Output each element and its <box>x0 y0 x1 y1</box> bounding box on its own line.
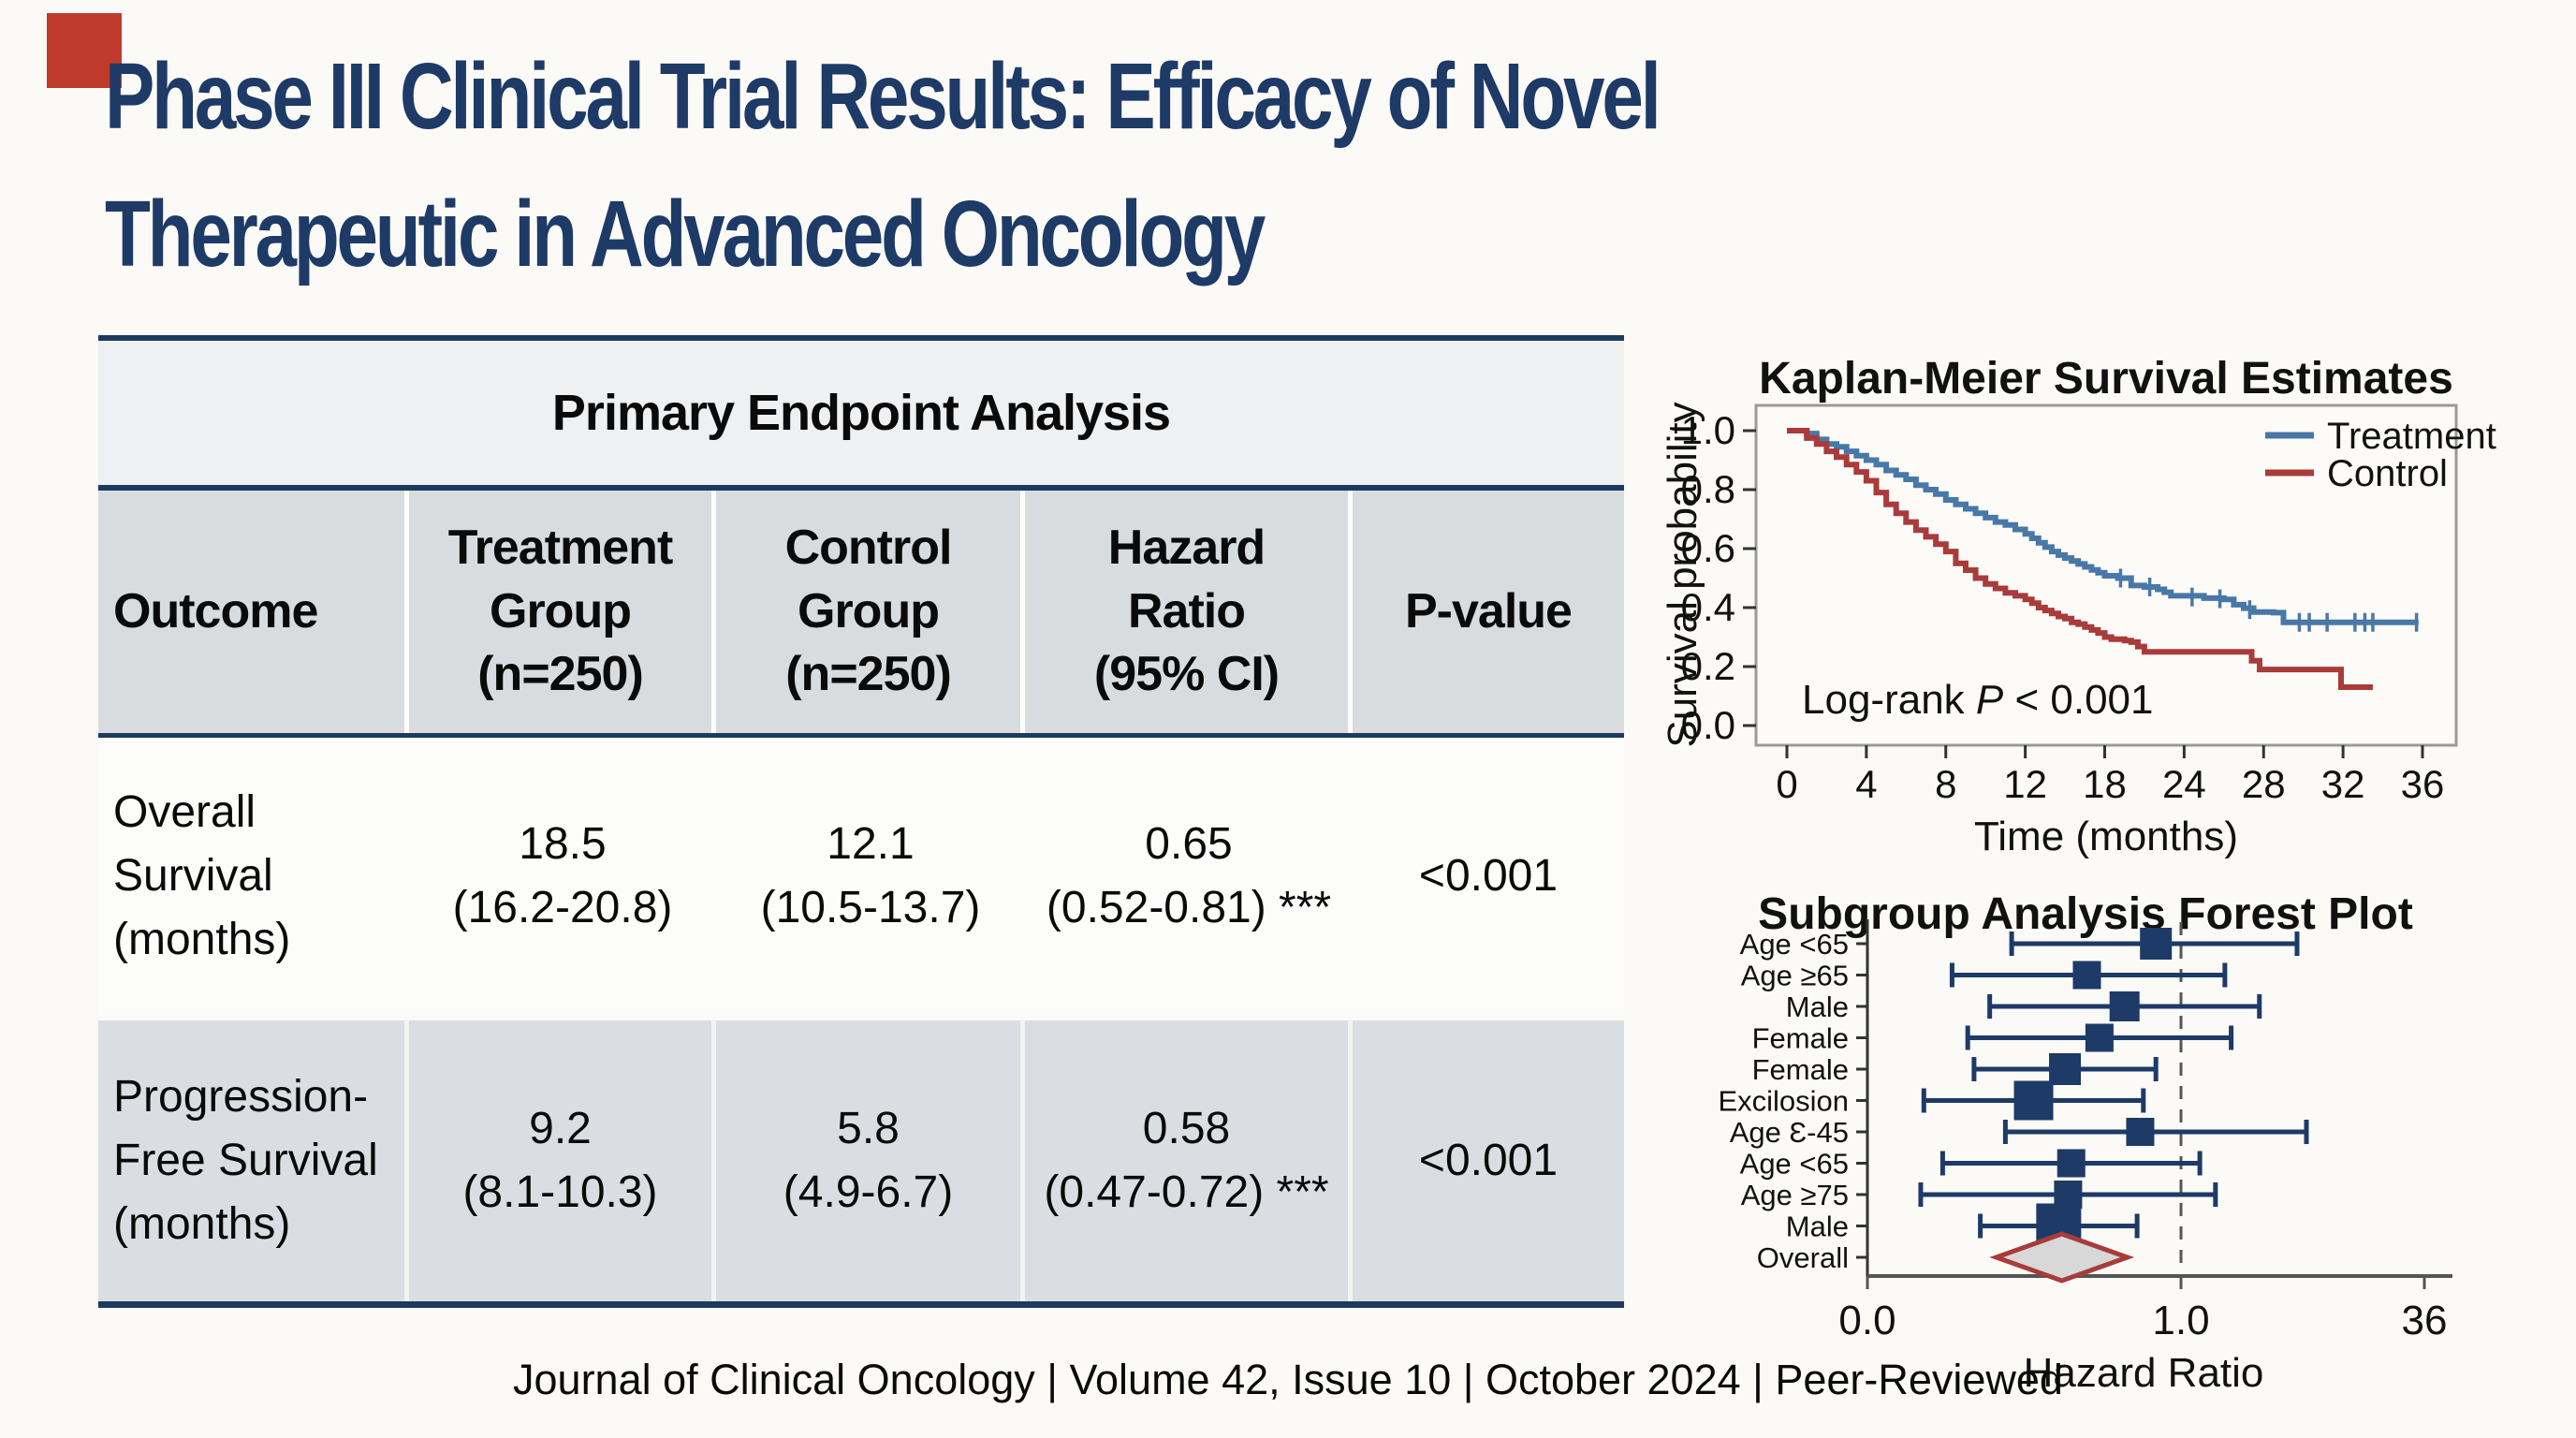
km-x-tick: 28 <box>2242 762 2286 806</box>
cell-treatment: 18.5 (16.2-20.8) <box>452 818 673 932</box>
forest-row-label: Age ≥65 <box>1741 960 1849 992</box>
forest-x-axis-label: Hazard Ratio <box>2024 1350 2264 1396</box>
forest-x-tick: 36 <box>2402 1298 2448 1343</box>
km-x-tick: 4 <box>1855 762 1877 806</box>
forest-row-label: Age Ɛ-45 <box>1730 1116 1849 1149</box>
forest-marker <box>2140 928 2173 960</box>
table-border-bottom <box>98 1301 1624 1308</box>
km-chart: Kaplan-Meier Survival Estimates 0.0 0.2 0.4… <box>1660 354 2496 859</box>
km-x-axis-label: Time (months) <box>1974 814 2238 859</box>
col-header-outcome: Outcome <box>98 491 409 733</box>
forest-row-label: Male <box>1786 1211 1849 1243</box>
km-logrank-annotation: Log-rank P < 0.001 <box>1802 677 2154 723</box>
table-caption-band: Primary Endpoint Analysis <box>98 341 1624 485</box>
footer-citation: Journal of Clinical Oncology | Volume 42… <box>513 1356 2063 1403</box>
km-x-tick: 24 <box>2162 762 2206 806</box>
km-curve-treatment <box>1787 428 2419 625</box>
table-row: Overall Survival (months) 18.5 (16.2-20.… <box>98 738 1624 1015</box>
forest-marker <box>2109 991 2140 1021</box>
km-y-tick: 1.0 <box>1681 408 1735 452</box>
km-y-tick: 0.0 <box>1681 703 1735 747</box>
col-header-pvalue: P-value <box>1405 583 1573 638</box>
km-title: Kaplan-Meier Survival Estimates <box>1759 354 2453 404</box>
cell-hazard: 0.58 (0.47-0.72) *** <box>1025 1020 1353 1301</box>
forest-x-tick: 0.0 <box>1838 1298 1895 1343</box>
forest-overall-diamond <box>1989 1231 2135 1284</box>
forest-row-label: Age <65 <box>1740 1148 1849 1181</box>
forest-marker <box>2013 1080 2054 1121</box>
forest-chart: Subgroup Analysis Forest Plot 0.0 1.0 36 Haz… <box>1718 889 2452 1396</box>
table-border-top <box>98 335 1624 341</box>
forest-marker <box>2049 1053 2082 1085</box>
km-x-tick: 12 <box>2003 762 2047 806</box>
cell-treatment: 9.2 (8.1-10.3) <box>409 1020 716 1301</box>
forest-marker <box>2126 1118 2155 1146</box>
forest-x-tick: 1.0 <box>2152 1298 2209 1343</box>
km-x-tick: 18 <box>2083 762 2127 806</box>
page-title: Phase III Clinical Trial Results: Effica… <box>105 44 1661 286</box>
forest-row-label: Female <box>1752 1053 1849 1086</box>
km-curve-control <box>1787 428 2373 690</box>
forest-row-label: Age <65 <box>1740 928 1849 961</box>
table-border-under-header <box>98 733 1624 738</box>
km-y-tick: 0.2 <box>1681 644 1735 688</box>
forest-marker <box>2056 1149 2086 1178</box>
cell-hazard: 0.65 (0.52-0.81) *** <box>1046 818 1332 932</box>
forest-title: Subgroup Analysis Forest Plot <box>1758 889 2413 939</box>
forest-row-label: Female <box>1752 1022 1849 1055</box>
km-legend-label: Control <box>2327 453 2448 494</box>
km-y-tick: 0.4 <box>1681 585 1735 629</box>
km-y-tick: 0.6 <box>1681 526 1735 570</box>
table-caption: Primary Endpoint Analysis <box>551 385 1171 441</box>
cell-outcome: Overall Survival (months) <box>113 786 291 965</box>
cell-pvalue: <0.001 <box>1418 1135 1559 1185</box>
cell-control: 12.1 (10.5-13.7) <box>760 818 981 932</box>
col-header-control: Control Group (n=250) <box>716 491 1025 733</box>
forest-row-label: Overall <box>1757 1241 1849 1274</box>
forest-row-label: Male <box>1786 990 1849 1023</box>
cell-pvalue: <0.001 <box>1418 850 1559 901</box>
km-x-tick: 32 <box>2321 762 2365 806</box>
table-header-row: Outcome Treatment Group (n=250) Control … <box>98 491 1624 733</box>
km-x-tick: 8 <box>1935 762 1956 806</box>
forest-marker <box>2072 961 2101 990</box>
cell-control: 5.8 (4.9-6.7) <box>716 1020 1025 1301</box>
accent-square <box>47 13 122 88</box>
forest-row-label: Excilosion <box>1718 1085 1849 1118</box>
km-y-tick: 0.8 <box>1681 467 1735 511</box>
table-row: Progression- Free Survival (months) 9.2 … <box>98 1020 1624 1301</box>
col-header-treatment: Treatment Group (n=250) <box>409 491 716 733</box>
forest-row-label: Age ≥75 <box>1741 1179 1849 1211</box>
km-x-tick: 36 <box>2401 762 2445 806</box>
cell-outcome: Progression- Free Survival (months) <box>98 1020 409 1301</box>
km-x-tick: 0 <box>1776 762 1797 806</box>
forest-marker <box>2085 1023 2114 1052</box>
col-header-hazard: Hazard Ratio (95% CI) <box>1025 491 1353 733</box>
table-border-mid <box>98 485 1624 491</box>
km-y-axis-label: Survival probability <box>1660 402 1705 747</box>
km-legend-label: Treatment <box>2327 416 2496 457</box>
